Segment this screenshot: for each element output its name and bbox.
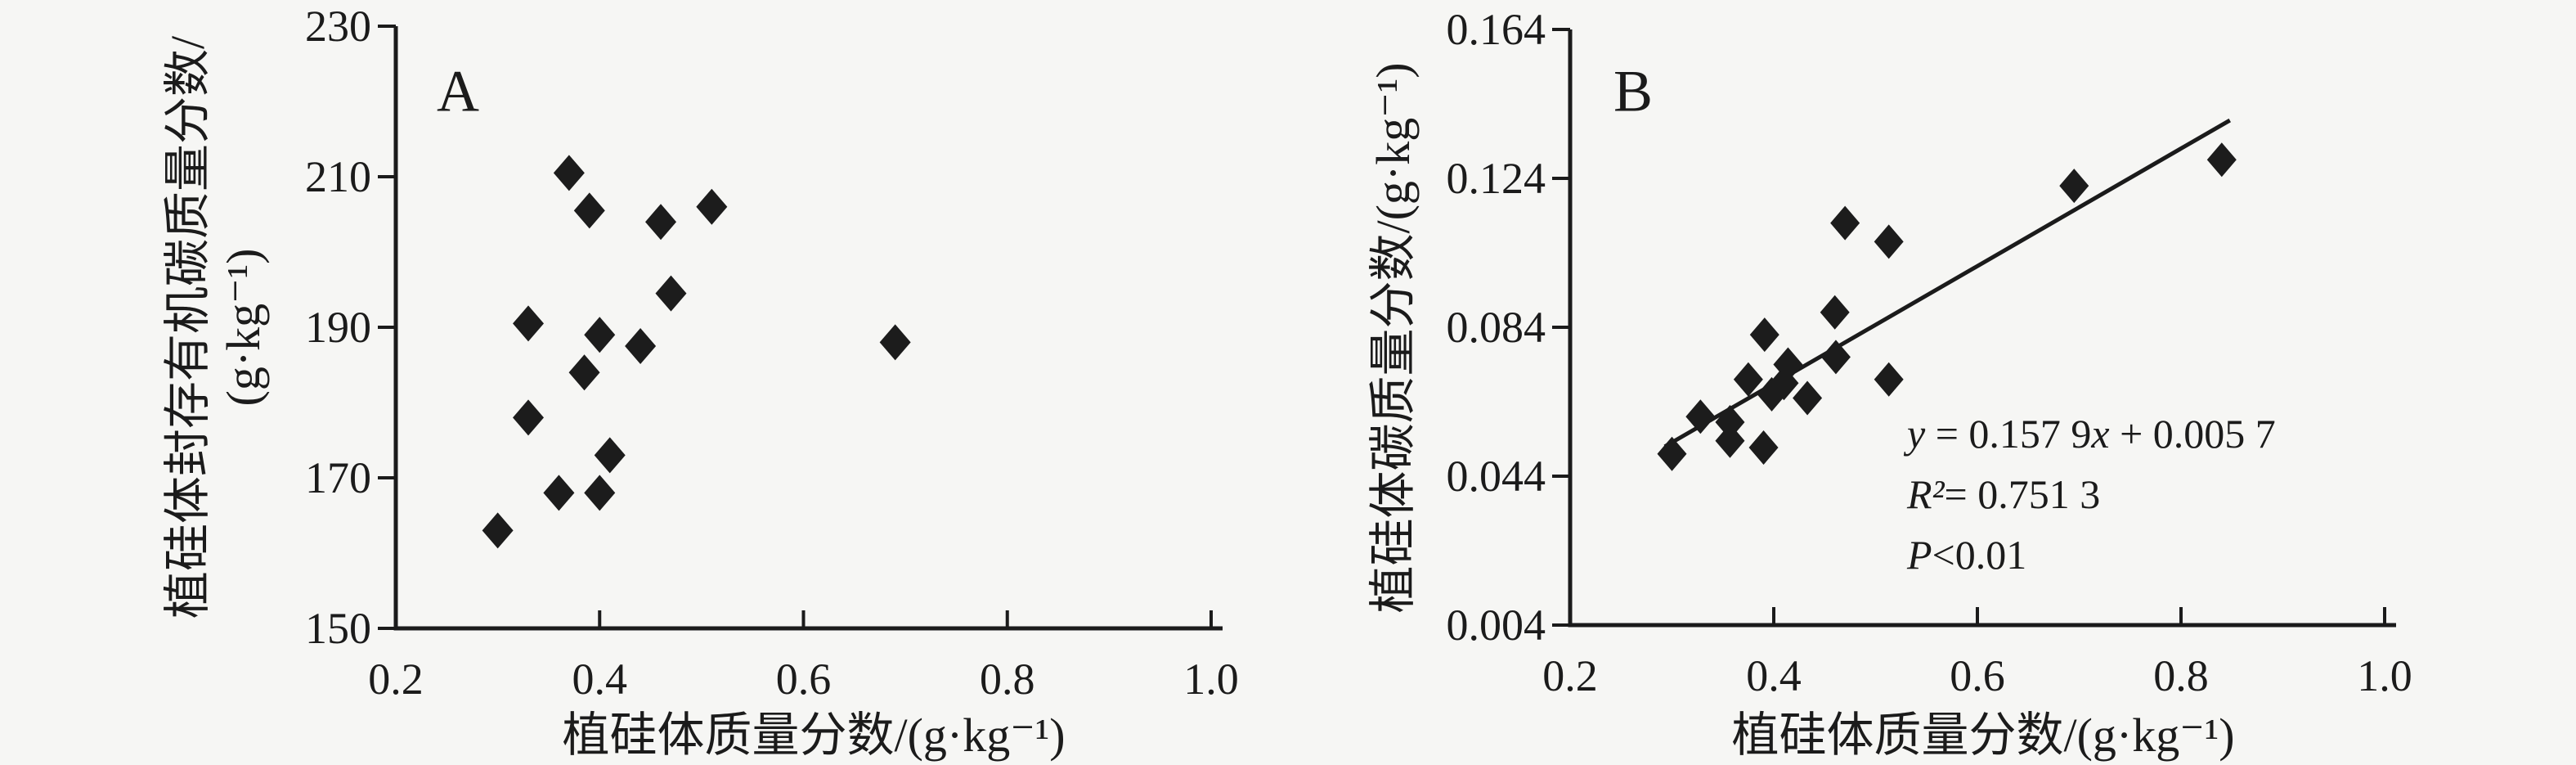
x-tick-label: 0.6: [776, 655, 832, 704]
y-tick-label: 190: [305, 303, 371, 352]
data-point-diamond: [2206, 142, 2237, 178]
data-point-diamond: [553, 155, 585, 191]
data-point-diamond: [1773, 347, 1803, 382]
data-point-diamond: [482, 512, 514, 549]
p-value: <0.01: [1932, 532, 2027, 578]
data-point-diamond: [655, 275, 687, 312]
data-point-diamond: [1830, 205, 1860, 241]
data-point-diamond: [584, 475, 616, 511]
equation-tail: + 0.005 7: [2109, 411, 2276, 457]
plot-b-x-axis-title: 植硅体质量分数/(g·kg⁻¹): [1731, 709, 2235, 762]
x-tick-label: 0.6: [1950, 651, 2005, 700]
equation-mid: = 0.157 9: [1925, 411, 2092, 457]
equation-y-symbol: y: [1907, 411, 1926, 457]
p-symbol: P: [1907, 532, 1932, 578]
panel-a-label: A: [437, 58, 479, 124]
y-tick-label: 0.044: [1447, 452, 1546, 501]
data-point-diamond: [513, 399, 545, 436]
data-point-diamond: [594, 437, 626, 474]
regression-equation: y = 0.157 9x + 0.005 7: [1907, 403, 2276, 464]
y-tick-label: 210: [305, 152, 371, 201]
x-tick-label: 1.0: [2357, 651, 2412, 700]
data-point-diamond: [1715, 405, 1745, 440]
regression-annotation: y = 0.157 9x + 0.005 7 R²= 0.751 3 P<0.0…: [1907, 403, 2276, 585]
r-squared-value: = 0.751 3: [1944, 471, 2101, 517]
data-point-diamond: [1820, 340, 1851, 375]
data-point-diamond: [625, 328, 657, 364]
data-point-diamond: [1820, 295, 1850, 330]
x-tick-label: 0.4: [572, 655, 628, 704]
plot-a-x-axis-title: 植硅体质量分数/(g·kg⁻¹): [562, 709, 1066, 762]
data-point-diamond: [1749, 317, 1779, 353]
plot-b-y-axis-title: 植硅体碳质量分数/(g·kg⁻¹): [1366, 62, 1421, 613]
data-point-diamond: [1874, 224, 1904, 259]
x-tick-label: 0.2: [368, 655, 424, 704]
data-point-diamond: [568, 354, 600, 391]
data-point-diamond: [584, 317, 616, 353]
x-tick-label: 1.0: [1183, 655, 1239, 704]
x-tick-label: 0.8: [980, 655, 1035, 704]
data-point-diamond: [543, 475, 575, 511]
data-point-diamond: [1793, 380, 1823, 416]
plot-a-y-axis-title: 植硅体封存有机碳质量分数/ (g·kg⁻¹): [160, 36, 272, 619]
plot-a-y-axis-title-line1: 植硅体封存有机碳质量分数/: [161, 35, 214, 619]
data-point-diamond: [573, 192, 605, 229]
data-point-diamond: [1685, 399, 1716, 434]
y-tick-label: 0.004: [1447, 601, 1546, 650]
r-squared-symbol: R²: [1907, 471, 1945, 517]
regression-r-squared: R²= 0.751 3: [1907, 464, 2276, 524]
data-point-diamond: [696, 188, 728, 225]
data-point-diamond: [879, 324, 911, 361]
panel-b-label: B: [1613, 58, 1654, 124]
plot-b: 0.004 0.044 0.084 0.124 0.164 0.2 0.4 0.6 0.8 1.0: [1447, 5, 2412, 700]
y-tick-label: 170: [305, 453, 371, 502]
data-point-diamond: [513, 305, 545, 342]
x-tick-label: 0.2: [1542, 651, 1598, 700]
y-tick-label: 150: [305, 604, 371, 653]
plot-a-y-axis-title-line2: (g·kg⁻¹): [217, 248, 270, 407]
regression-line: [1663, 118, 2232, 448]
equation-x-symbol: x: [2091, 411, 2110, 457]
data-point-diamond: [2059, 169, 2089, 204]
regression-p-value: P<0.01: [1907, 524, 2276, 585]
y-tick-label: 230: [305, 2, 371, 51]
y-tick-label: 0.164: [1447, 5, 1546, 54]
data-point-diamond: [1874, 362, 1904, 397]
plot-a: 150 170 190 210 230 0.2 0.4 0.6 0.8 1.0: [305, 2, 1239, 704]
data-point-diamond: [1715, 423, 1745, 458]
plot-b-y-axis-title-line: 植硅体碳质量分数/(g·kg⁻¹): [1367, 62, 1420, 614]
x-tick-label: 0.4: [1746, 651, 1802, 700]
data-point-diamond: [1733, 362, 1763, 397]
data-point-diamond: [645, 204, 677, 241]
y-tick-label: 0.084: [1447, 303, 1546, 352]
data-point-diamond: [1748, 430, 1779, 465]
x-tick-label: 0.8: [2153, 651, 2209, 700]
y-tick-label: 0.124: [1447, 154, 1546, 203]
data-point-diamond: [1657, 436, 1687, 471]
